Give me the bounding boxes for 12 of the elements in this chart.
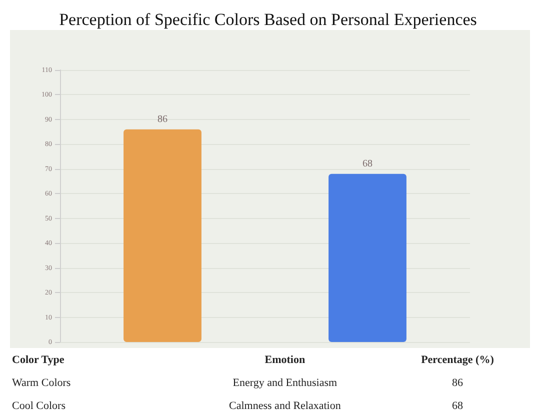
data-label: 68 <box>362 158 372 170</box>
text: Color Type <box>12 352 66 368</box>
chart-title: Perception of Specific Colors Based on Personal Experiences <box>59 10 477 29</box>
text: Cool Colors <box>12 398 66 412</box>
text: 68 <box>450 398 464 412</box>
text: Energy and Enthusiasm <box>232 376 338 390</box>
data-label: 86 <box>158 114 168 125</box>
text: Warm Colors <box>12 376 72 390</box>
text: 86 <box>450 376 464 390</box>
text: Emotion <box>264 352 306 368</box>
text: Calmness and Relaxation <box>228 398 342 412</box>
text: Percentage (%) <box>420 352 495 368</box>
